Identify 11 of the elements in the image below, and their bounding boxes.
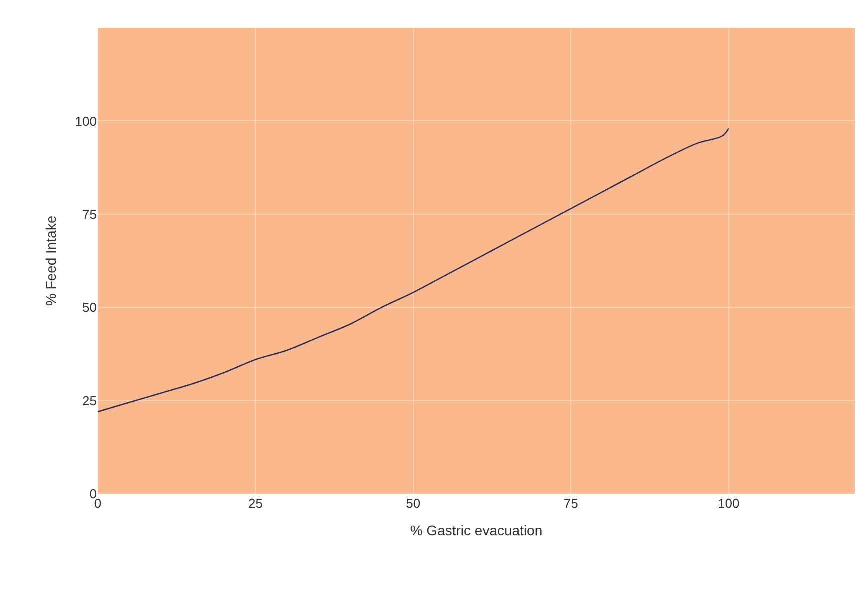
x-tick-label: 25 <box>248 496 263 511</box>
y-tick-label: 50 <box>82 300 97 316</box>
x-axis-title: % Gastric evacuation <box>410 522 543 538</box>
y-tick-label: 25 <box>82 393 97 408</box>
line-series <box>98 128 730 413</box>
y-tick-label: 100 <box>75 114 97 129</box>
y-axis-title: % Feed Intake <box>42 216 59 306</box>
x-tick-label: 100 <box>718 496 740 511</box>
x-tick-label: 50 <box>406 496 421 511</box>
x-tick-label: 75 <box>564 496 578 511</box>
y-tick-label: 75 <box>82 206 97 222</box>
